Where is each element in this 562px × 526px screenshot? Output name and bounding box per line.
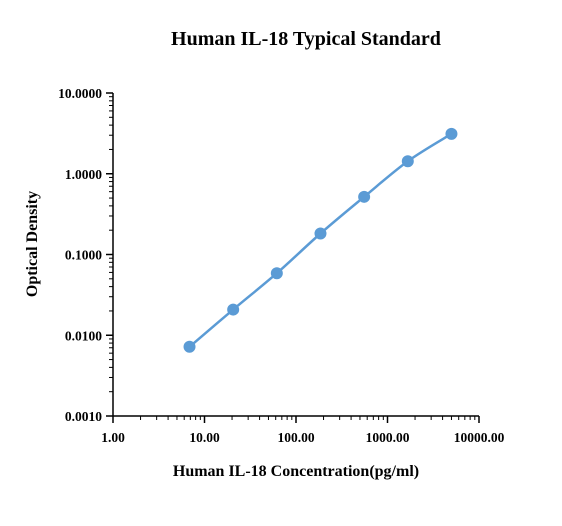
y-axis-label: Optical Density [24,191,41,297]
series-line [188,132,453,348]
y-tick-label: 0.0010 [65,409,102,424]
chart-title: Human IL-18 Typical Standard [171,28,441,50]
axes: 1.00 10.00 100.00 1000.00 10000.00 0.0010 0.01… [58,86,504,445]
y-tick-label: 10.0000 [58,86,102,101]
data-point [358,190,371,203]
x-tick-label: 100.00 [277,430,314,445]
data-point [270,267,283,280]
y-tick-label: 0.0100 [65,328,102,343]
x-axis-label: Human IL-18 Concentration(pg/ml) [173,463,419,480]
data-point [314,227,327,240]
x-tick-label: 1.00 [101,430,125,445]
x-tick-label: 10.00 [189,430,220,445]
y-tick-label: 1.0000 [65,167,102,182]
data-point [227,303,240,316]
data-point [183,340,196,353]
x-tick-label: 10000.00 [454,430,505,445]
plot-area [183,127,458,353]
x-tick-label: 1000.00 [366,430,410,445]
y-tick-label: 0.1000 [65,248,102,263]
data-point [445,127,458,140]
data-point [401,155,414,168]
